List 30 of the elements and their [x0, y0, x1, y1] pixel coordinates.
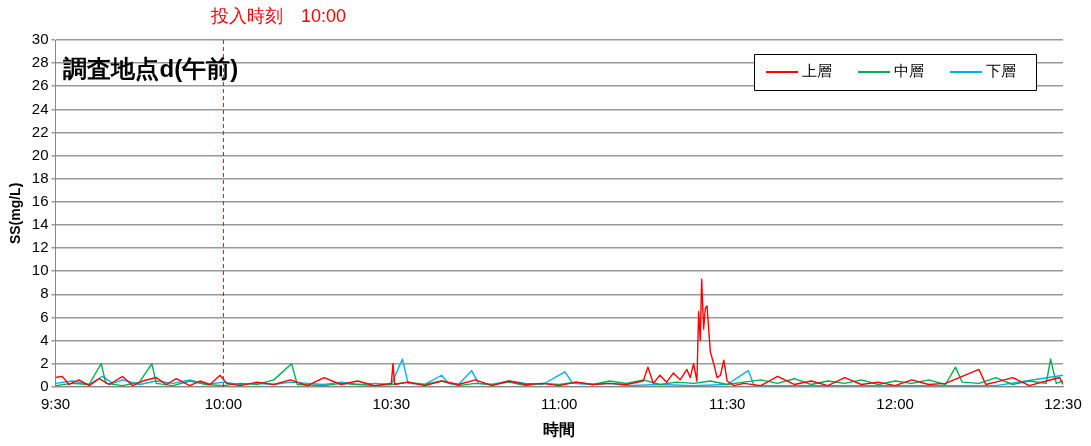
y-tick-label: 6	[40, 307, 49, 325]
y-tick-label: 20	[31, 145, 49, 163]
legend-label: 上層	[802, 62, 832, 80]
y-tick-label: 4	[40, 330, 49, 348]
legend-label: 下層	[986, 62, 1016, 80]
y-tick-label: 26	[31, 76, 49, 94]
text: 調査地点d(午前)	[63, 54, 239, 82]
y-tick-label: 12	[31, 238, 49, 256]
y-tick-label: 10	[31, 261, 49, 279]
y-tick-label: 14	[31, 215, 49, 233]
x-tick-label: 12:00	[876, 394, 914, 412]
y-tick-label: 8	[40, 284, 49, 302]
x-tick-label: 11:00	[541, 394, 578, 412]
y-tick-label: 2	[40, 353, 49, 371]
y-tick-label: 30	[31, 30, 49, 48]
x-tick-label: 11:30	[708, 394, 746, 412]
x-tick-label: 10:30	[372, 394, 411, 412]
y-tick-label: 18	[31, 168, 49, 186]
y-tick-label: 28	[31, 53, 49, 71]
x-tick-label: 10:00	[204, 394, 243, 412]
ref-line-label: 投入時刻 10:00	[209, 5, 346, 26]
y-tick-label: 24	[31, 99, 49, 117]
y-tick-label: 22	[31, 122, 49, 140]
y-tick-label: 0	[40, 376, 49, 394]
legend-label: 中層	[894, 62, 924, 80]
y-tick-label: 16	[31, 191, 49, 209]
y-axis-title: SS(mg/L)	[7, 182, 24, 245]
x-tick-label: 12:30	[1044, 394, 1082, 412]
x-axis-title: 時間	[543, 420, 576, 438]
x-tick-label: 9:30	[40, 394, 71, 412]
